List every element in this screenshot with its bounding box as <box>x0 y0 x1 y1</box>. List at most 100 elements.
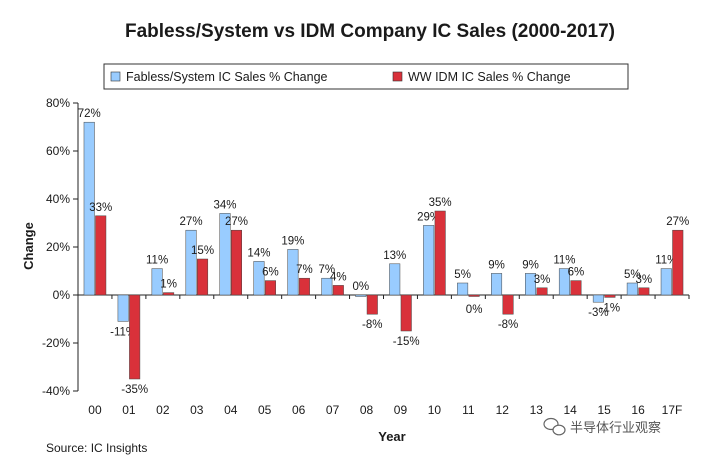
x-tick-label: 15 <box>597 403 611 417</box>
data-label-idm: 1% <box>160 279 177 291</box>
x-tick-label: 13 <box>530 403 544 417</box>
x-tick-label: 00 <box>88 403 102 417</box>
bar-fabless <box>321 277 333 296</box>
bar-fabless <box>287 249 299 296</box>
x-tick-label: 11 <box>462 403 475 417</box>
x-tick-label: 01 <box>122 403 136 417</box>
bar-fabless <box>117 294 129 322</box>
x-tick-label: 12 <box>496 403 510 417</box>
x-tick-label: 07 <box>326 403 340 417</box>
x-tick-label: 16 <box>631 403 645 417</box>
data-label-fabless: 34% <box>213 199 236 211</box>
data-label-idm: -15% <box>393 336 420 348</box>
x-tick-label: 04 <box>224 403 238 417</box>
bar-idm <box>163 292 175 296</box>
bar-fabless <box>558 268 570 296</box>
y-tick-label: -40% <box>42 384 70 398</box>
bar-fabless <box>83 121 95 296</box>
y-tick-label: 40% <box>46 192 70 206</box>
y-axis-title: Change <box>21 222 36 270</box>
data-label-fabless: 11% <box>655 255 677 267</box>
data-label-fabless: 11% <box>146 255 168 267</box>
data-label-idm: 4% <box>330 271 347 283</box>
data-label-fabless: -3% <box>588 307 608 319</box>
bar-idm <box>604 294 616 298</box>
y-tick-label: 60% <box>46 144 70 158</box>
data-label-fabless: 9% <box>488 259 505 271</box>
legend-swatch-idm <box>392 71 403 82</box>
bar-fabless <box>185 229 197 296</box>
data-label-idm: 27% <box>666 216 689 228</box>
data-label-idm: -1% <box>600 302 620 314</box>
bar-fabless <box>389 263 401 296</box>
data-label-idm: -35% <box>121 384 148 396</box>
bar-idm <box>434 210 446 296</box>
bar-fabless <box>151 268 163 296</box>
bar-fabless <box>457 282 469 296</box>
bar-idm <box>332 285 344 296</box>
x-tick-label: 14 <box>564 403 578 417</box>
data-label-idm: 15% <box>191 245 214 257</box>
watermark-text: 半导体行业观察 <box>570 420 661 435</box>
x-tick-label: 17F <box>662 403 683 417</box>
wechat-icon <box>543 417 566 436</box>
data-label-fabless: 72% <box>78 108 101 120</box>
y-tick-label: 0% <box>53 288 71 302</box>
bar-idm <box>298 277 310 296</box>
x-tick-label: 10 <box>428 403 442 417</box>
watermark: 半导体行业观察 <box>543 417 661 436</box>
x-tick-label: 03 <box>190 403 204 417</box>
data-label-idm: 27% <box>225 216 248 228</box>
legend: Fabless/System IC Sales % Change WW IDM … <box>103 63 629 90</box>
x-tick-label: 02 <box>156 403 170 417</box>
data-label-fabless: 27% <box>180 216 203 228</box>
bar-fabless <box>626 282 638 296</box>
data-label-idm: 3% <box>636 274 653 286</box>
data-label-fabless: 5% <box>624 269 641 281</box>
plot-area: 80%60%40%20%0%-20%-40%0072%33%01-11%-35%… <box>42 96 690 417</box>
data-label-idm: 6% <box>262 267 279 279</box>
bar-idm <box>400 294 412 332</box>
bar-idm <box>366 294 378 315</box>
bar-idm <box>231 229 242 296</box>
y-tick-label: -20% <box>42 336 70 350</box>
bar-fabless <box>219 213 231 296</box>
bar-fabless <box>355 294 367 297</box>
legend-swatch-fabless <box>110 71 121 82</box>
data-label-idm: 0% <box>466 304 483 316</box>
bar-idm <box>638 287 650 296</box>
data-label-idm: 7% <box>296 264 313 276</box>
data-label-fabless: 14% <box>247 247 270 259</box>
bar-idm <box>129 294 141 380</box>
data-label-fabless: 5% <box>454 269 471 281</box>
bar-fabless <box>423 225 435 296</box>
bar-idm <box>197 258 209 296</box>
bar-idm <box>468 294 480 297</box>
x-tick-label: 09 <box>394 403 408 417</box>
bar-idm <box>570 280 582 296</box>
data-label-fabless: 9% <box>522 259 539 271</box>
data-label-fabless: 11% <box>553 255 575 267</box>
x-axis-title: Year <box>378 429 405 444</box>
data-label-fabless: 7% <box>319 264 336 276</box>
x-tick-label: 05 <box>258 403 272 417</box>
bar-fabless <box>592 294 604 303</box>
bar-idm <box>536 287 548 296</box>
data-label-fabless: 29% <box>417 211 440 223</box>
bar-idm <box>672 229 684 296</box>
bar-idm <box>502 294 514 315</box>
data-label-idm: 6% <box>568 267 585 279</box>
bar-idm <box>95 215 107 296</box>
y-tick-label: 20% <box>46 240 70 254</box>
data-label-idm: 3% <box>534 274 551 286</box>
bar-fabless <box>660 268 672 296</box>
bar-idm <box>264 280 276 296</box>
data-label-idm: -8% <box>498 319 518 331</box>
y-tick-label: 80% <box>46 96 70 110</box>
legend-label-fabless: Fabless/System IC Sales % Change <box>126 70 328 84</box>
bar-fabless <box>253 261 265 296</box>
bar-fabless <box>525 273 536 296</box>
legend-label-idm: WW IDM IC Sales % Change <box>408 70 571 84</box>
data-label-fabless: 13% <box>383 250 406 262</box>
